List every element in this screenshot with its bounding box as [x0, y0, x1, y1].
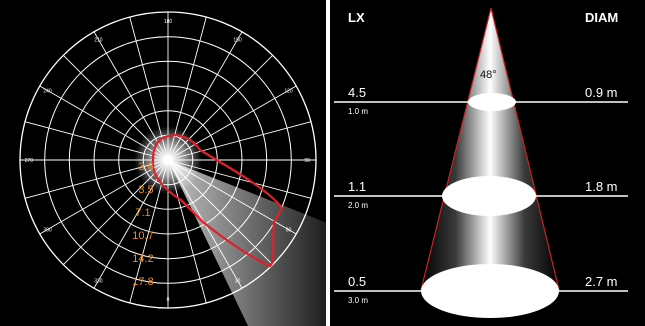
radial-label: 3.6: [138, 161, 153, 173]
angle-label: 0: [167, 297, 170, 303]
angle-label: 210: [94, 38, 103, 44]
lux-value: 0.5: [348, 274, 366, 289]
lux-value: 1.1: [348, 179, 366, 194]
angle-label: 270: [25, 158, 34, 164]
angle-label: 90: [304, 158, 310, 164]
lux-value: 4.5: [348, 85, 366, 100]
angle-label: 60: [286, 228, 292, 234]
diameter-value: 2.7 m: [585, 274, 618, 289]
angle-labels: 0 30 60 90 120 150 180 210 240 270 300 330: [25, 19, 310, 303]
angle-label: 300: [43, 228, 52, 234]
radial-label: 10.7: [132, 230, 153, 242]
cone-levels: 4.5 1.0 m 0.9 m 1.1 2.0 m 1.8 m 0.5 3.0 m 2.7 m: [334, 85, 628, 318]
radial-labels: 3.6 3.5 7.1 10.7 14.2 17.8: [132, 161, 153, 288]
light-cone: [420, 7, 560, 291]
light-beam: [168, 160, 326, 326]
cone-diagram-panel: 4.5 1.0 m 0.9 m 1.1 2.0 m 1.8 m 0.5 3.0 m 2.7 m …: [330, 0, 645, 326]
lux-header: LX: [348, 10, 365, 25]
polar-diagram: 0 30 60 90 120 150 180 210 240 270 300 330 3.6 3.5 7.…: [19, 11, 326, 326]
angle-label: 150: [233, 38, 242, 44]
radial-label: 14.2: [132, 253, 153, 265]
beam-angle-label: 48°: [480, 69, 497, 81]
radial-label: 3.5: [138, 184, 153, 196]
angle-label: 330: [94, 279, 103, 285]
angle-label: 240: [43, 88, 52, 94]
radial-label: 7.1: [135, 207, 150, 219]
diameter-value: 1.8 m: [585, 179, 618, 194]
distance-value: 2.0 m: [348, 201, 368, 210]
diameter-header: DIAM: [585, 10, 618, 25]
diameter-value: 0.9 m: [585, 85, 618, 100]
intensity-curve: [151, 134, 284, 268]
angle-label: 120: [284, 88, 293, 94]
distance-value: 3.0 m: [348, 296, 368, 305]
angle-label: 180: [164, 19, 173, 25]
polar-diagram-panel: 0 30 60 90 120 150 180 210 240 270 300 330 3.6 3.5 7.…: [0, 0, 326, 326]
cone-diagram: 4.51.0 m0.9 m1.12.0 m1.8 m0.53.0 m2.7 m …: [334, 7, 628, 318]
distance-value: 1.0 m: [348, 107, 368, 116]
light-source-glow: [134, 126, 202, 194]
beam-light: [168, 160, 326, 326]
radial-label: 17.8: [132, 276, 153, 288]
angle-label: 30: [235, 279, 241, 285]
